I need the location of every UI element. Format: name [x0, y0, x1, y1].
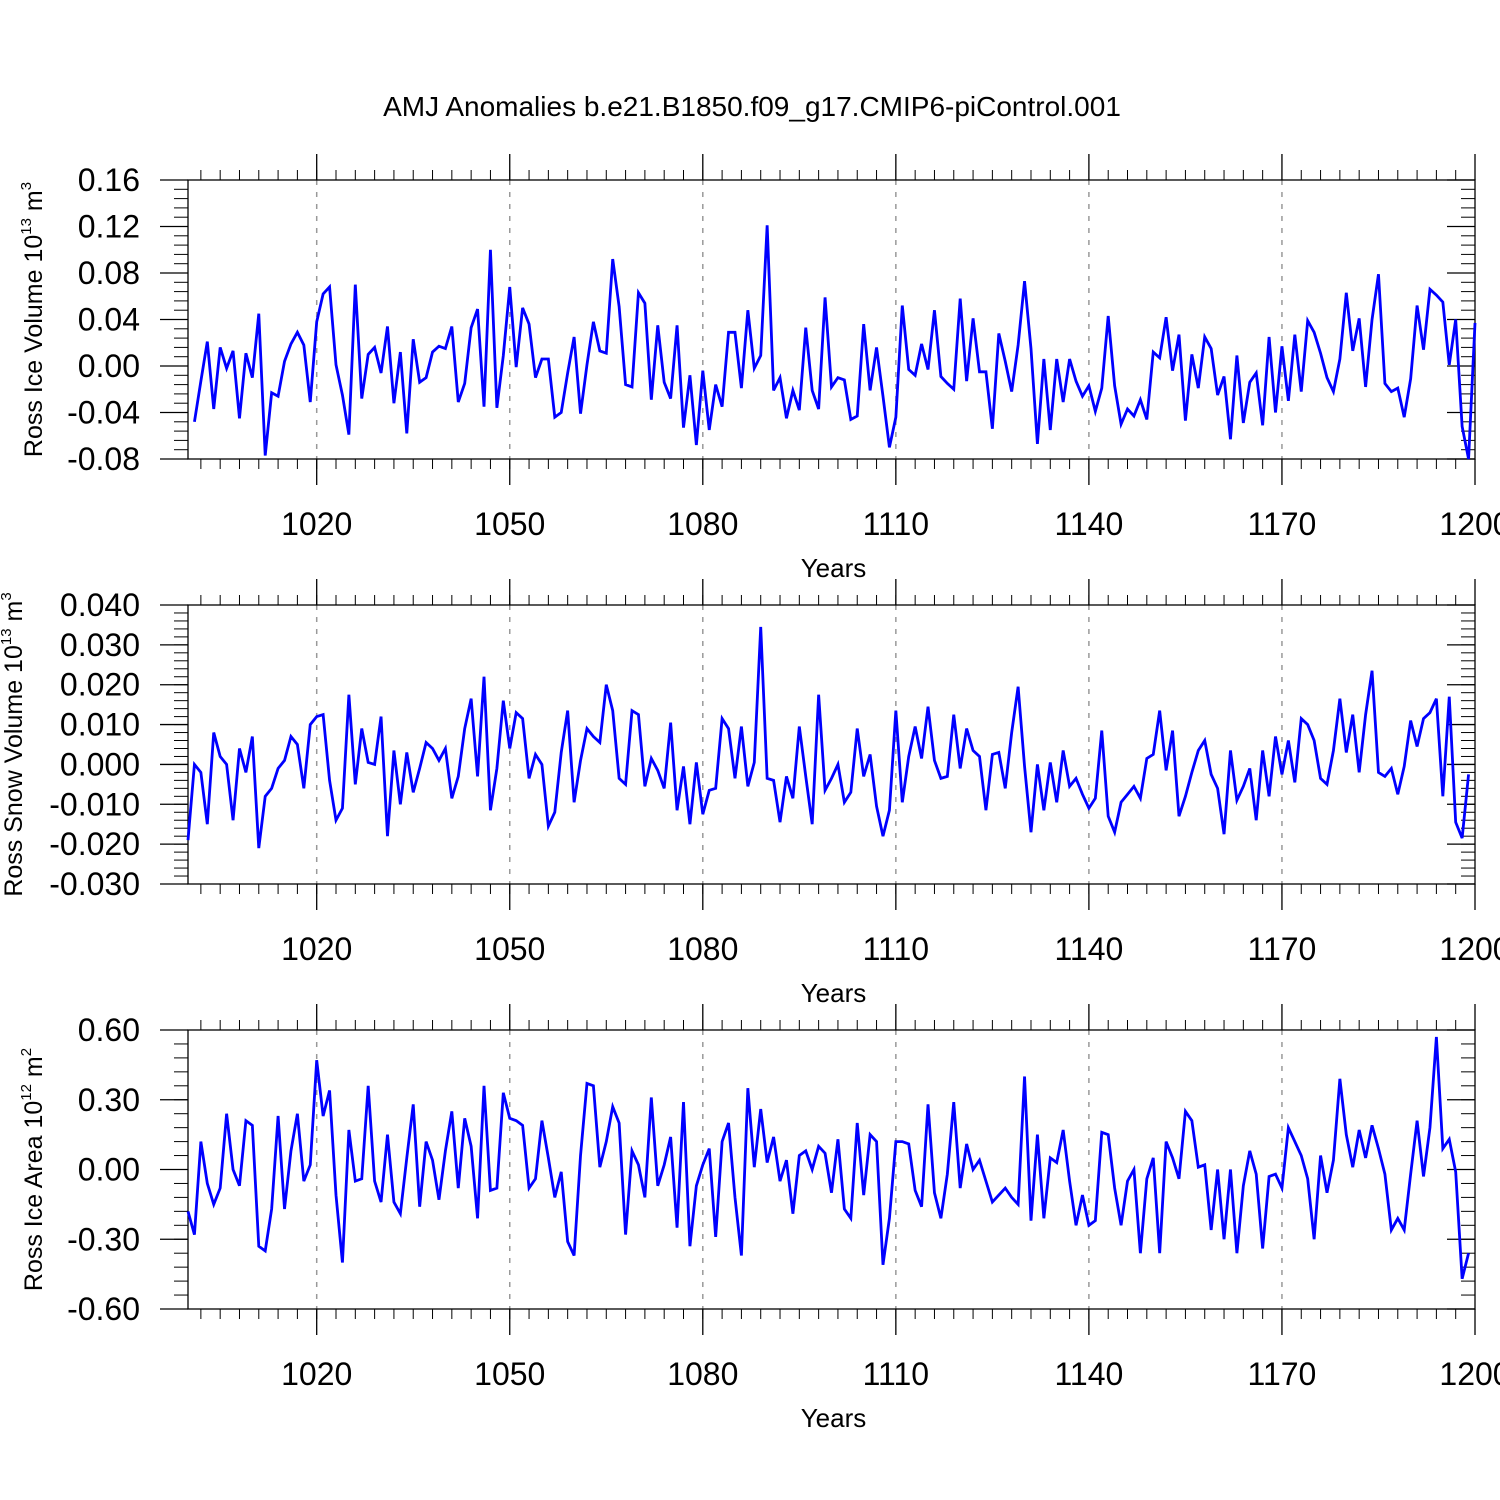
y-axis-title-text: Ross Ice Area 10 [20, 1101, 48, 1291]
y-axis-title-exponent: 13 [18, 218, 35, 235]
y-tick-label: -0.08 [67, 441, 140, 477]
x-tick-label: 1200 [1439, 506, 1500, 542]
y-tick-label: 0.16 [78, 162, 140, 198]
y-tick-label: 0.010 [60, 707, 140, 743]
x-tick-label: 1050 [474, 931, 545, 967]
x-tick-label: 1050 [474, 506, 545, 542]
x-tick-label: 1140 [1054, 931, 1123, 967]
y-tick-label: 0.12 [78, 209, 140, 245]
y-axis-title-text: Ross Snow Volume 10 [0, 645, 28, 897]
y-tick-label: 0.00 [78, 348, 140, 384]
x-axis-title: Years [801, 1403, 867, 1433]
y-axis-title: Ross Ice Volume 1013 m3 [18, 182, 48, 457]
y-axis-title-exponent: 12 [18, 1084, 35, 1101]
y-tick-label: -0.30 [67, 1221, 140, 1257]
x-tick-label: 1080 [667, 506, 738, 542]
x-tick-label: 1080 [667, 1356, 738, 1392]
series-line [193, 225, 1477, 460]
x-axis-title: Years [801, 553, 867, 583]
x-tick-label: 1020 [281, 931, 352, 967]
plot-frame [187, 604, 1476, 885]
panel-ross-ice-area: -0.60 -0.30 0.00 0.30 0.60 1020 1050 1080 1110 11… [18, 1004, 1500, 1433]
x-tick-label: 1170 [1248, 931, 1317, 967]
y-axis-title-exponent: 13 [0, 628, 15, 645]
y-axis-title-unit: m [0, 601, 28, 629]
x-tick-label: 1140 [1054, 506, 1123, 542]
y-tick-label: -0.60 [67, 1291, 140, 1327]
y-tick-label: -0.04 [67, 395, 140, 431]
x-tick-label: 1050 [474, 1356, 545, 1392]
y-axis-title-unit-exponent: 3 [0, 592, 15, 600]
x-tick-label: 1020 [281, 1356, 352, 1392]
x-tick-label: 1080 [667, 931, 738, 967]
y-tick-label: 0.60 [78, 1012, 140, 1048]
x-tick-label: 1110 [863, 931, 929, 967]
y-tick-label: -0.010 [49, 786, 140, 822]
y-axis-title-unit: m [20, 190, 48, 218]
x-tick-label: 1140 [1054, 1356, 1123, 1392]
y-axis-title-unit-exponent: 2 [18, 1048, 35, 1056]
y-tick-label: 0.08 [78, 255, 140, 291]
figure-title: AMJ Anomalies b.e21.B1850.f09_g17.CMIP6-… [383, 91, 1121, 122]
y-tick-label: -0.020 [49, 826, 140, 862]
y-tick-label: 0.040 [60, 587, 140, 623]
x-tick-label: 1020 [281, 506, 352, 542]
y-tick-label: -0.030 [49, 866, 140, 902]
x-tick-label: 1200 [1439, 931, 1500, 967]
series-line [186, 1036, 1470, 1280]
x-axis-title: Years [801, 978, 867, 1008]
y-axis-title-unit-exponent: 3 [18, 182, 35, 190]
x-tick-label: 1200 [1439, 1356, 1500, 1392]
y-tick-label: 0.000 [60, 746, 140, 782]
x-tick-label: 1170 [1248, 1356, 1317, 1392]
y-axis-title: Ross Ice Area 1012 m2 [18, 1048, 48, 1291]
y-tick-label: 0.00 [78, 1152, 140, 1188]
y-axis-title-text: Ross Ice Volume 10 [20, 235, 48, 457]
series-line [186, 626, 1470, 849]
y-axis-title: Ross Snow Volume 1013 m3 [0, 592, 28, 896]
x-tick-label: 1170 [1248, 506, 1317, 542]
y-axis-title-unit: m [20, 1056, 48, 1084]
y-tick-label: 0.020 [60, 667, 140, 703]
y-tick-label: 0.04 [78, 302, 140, 338]
x-tick-label: 1110 [863, 506, 929, 542]
x-tick-label: 1110 [863, 1356, 929, 1392]
panel-ross-ice-volume: -0.08 -0.04 0.00 0.04 0.08 0.12 0.16 1020 1050 10… [18, 154, 1500, 583]
y-tick-label: 0.030 [60, 627, 140, 663]
y-tick-label: 0.30 [78, 1082, 140, 1118]
